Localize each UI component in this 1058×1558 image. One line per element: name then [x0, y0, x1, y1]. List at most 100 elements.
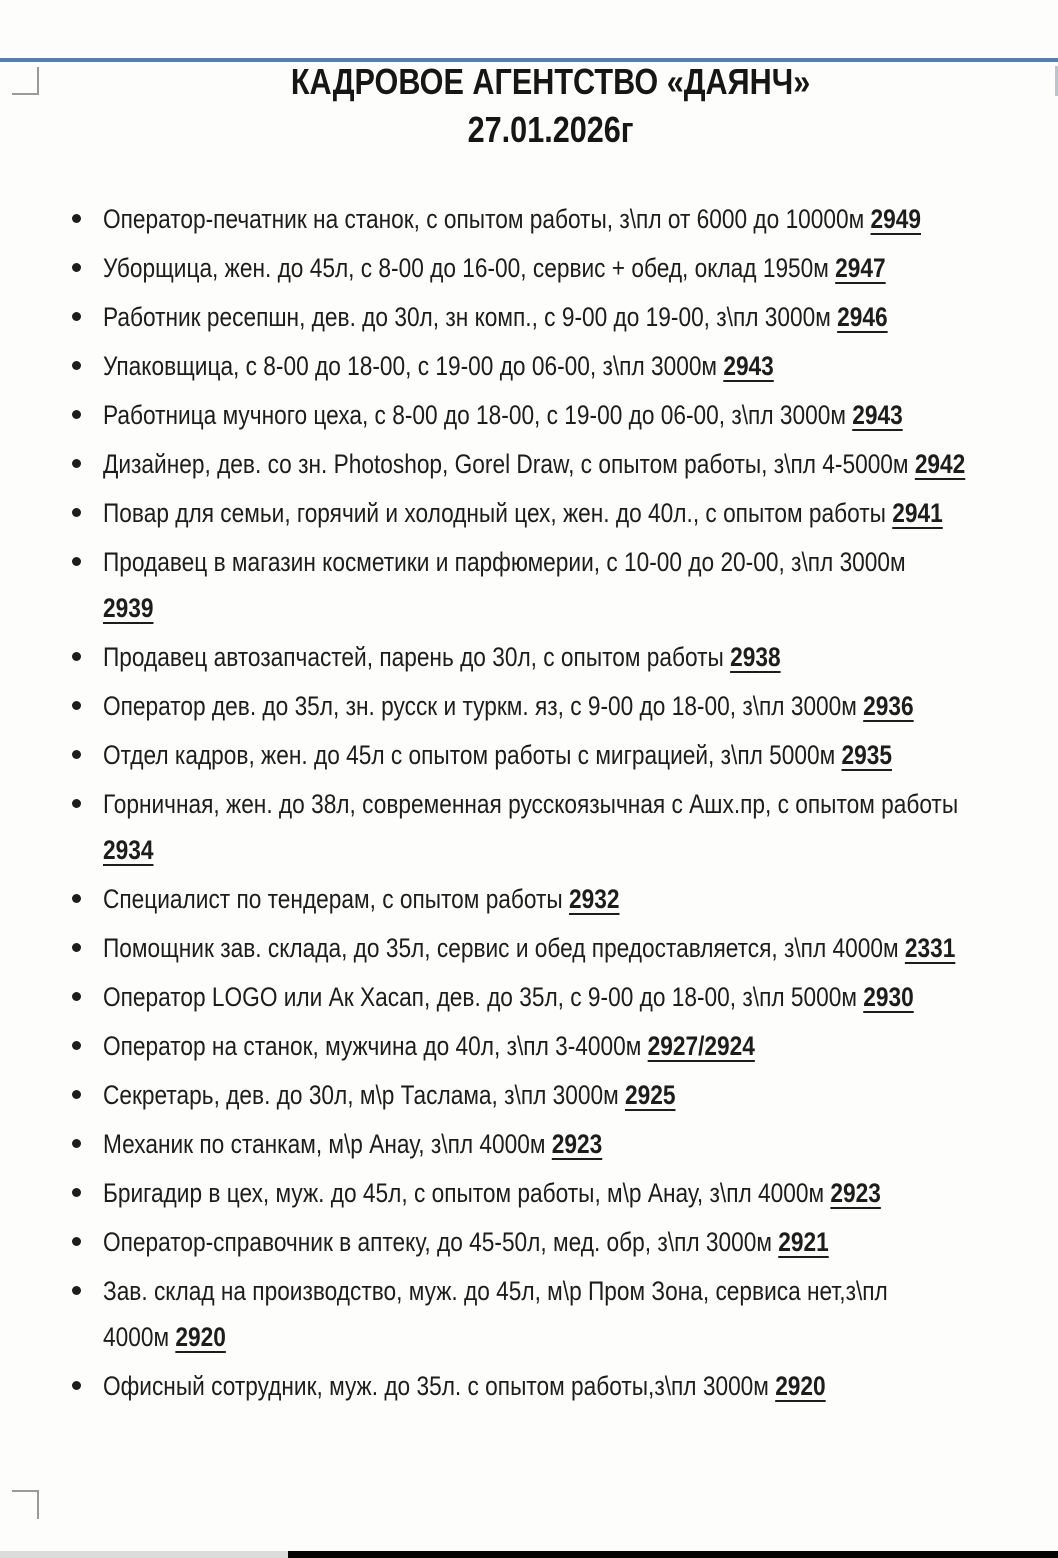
vacancy-text: Продавец в магазин косметики и парфюмери…: [103, 547, 906, 577]
vacancy-text: Уборщица, жен. до 45л, с 8-00 до 16-00, …: [103, 253, 836, 283]
list-item: Оператор дев. до 35л, зн. русск и туркм.…: [72, 683, 1058, 729]
vacancy-line: Упаковщица, с 8-00 до 18-00, с 19-00 до …: [103, 343, 905, 389]
list-item: Горничная, жен. до 38л, современная русс…: [72, 781, 1058, 873]
vacancy-text: Офисный сотрудник, муж. до 35л. с опытом…: [103, 1371, 776, 1401]
bottom-bar-left-segment: [0, 1551, 288, 1558]
bullet-icon: [72, 701, 81, 710]
vacancy-text: Продавец автозапчастей, парень до 30л, с…: [103, 642, 731, 672]
list-item: Офисный сотрудник, муж. до 35л. с опытом…: [72, 1363, 1058, 1409]
vacancy-code: 2923: [551, 1129, 603, 1159]
vacancy-line: 2934: [103, 827, 905, 873]
vacancy-line: 4000м 2920: [103, 1314, 905, 1360]
vacancy-text: Работник ресепшн, дев. до 30л, зн комп.,…: [103, 302, 838, 332]
vacancy-line: Отдел кадров, жен. до 45л с опытом работ…: [103, 732, 905, 778]
list-item: Оператор-справочник в аптеку, до 45-50л,…: [72, 1219, 1058, 1265]
document-header: КАДРОВОЕ АГЕНТСТВО «ДАЯНЧ» 27.01.2026г: [0, 58, 1058, 154]
vacancy-line: Уборщица, жен. до 45л, с 8-00 до 16-00, …: [103, 245, 905, 291]
vacancy-list: Оператор-печатник на станок, с опытом ра…: [0, 196, 1058, 1409]
bullet-icon: [72, 459, 81, 468]
vacancy-code: 2938: [730, 642, 781, 672]
vacancy-line: Оператор-печатник на станок, с опытом ра…: [103, 196, 921, 242]
bullet-icon: [72, 799, 81, 808]
vacancy-line: Работник ресепшн, дев. до 30л, зн комп.,…: [103, 294, 905, 340]
vacancy-code: 2949: [870, 204, 922, 234]
vacancy-code: 2920: [175, 1322, 226, 1352]
vacancy-code: 2943: [852, 400, 903, 430]
bullet-icon: [72, 1286, 81, 1295]
vacancy-text: Дизайнер, дев. со зн. Photoshop, Gorel D…: [103, 449, 915, 479]
vacancy-code: 2920: [775, 1371, 826, 1401]
vacancy-line: Работница мучного цеха, с 8-00 до 18-00,…: [103, 392, 905, 438]
vacancy-text: Горничная, жен. до 38л, современная русс…: [103, 789, 959, 819]
vacancy-code: 2941: [892, 498, 943, 528]
list-item: Продавец в магазин косметики и парфюмери…: [72, 539, 1058, 631]
vacancy-line: Оператор LOGO или Ак Хасап, дев. до 35л,…: [103, 974, 914, 1020]
vacancy-line: Секретарь, дев. до 30л, м\р Таслама, з\п…: [103, 1072, 905, 1118]
vacancy-text: Оператор LOGO или Ак Хасап, дев. до 35л,…: [103, 982, 864, 1012]
vacancy-line: Механик по станкам, м\р Анау, з\пл 4000м…: [103, 1121, 905, 1167]
list-item: Работница мучного цеха, с 8-00 до 18-00,…: [72, 392, 1058, 438]
vacancy-line: 2939: [103, 585, 905, 631]
vacancy-code: 2946: [837, 302, 888, 332]
list-item: Повар для семьи, горячий и холодный цех,…: [72, 490, 1058, 536]
vacancy-text: Повар для семьи, горячий и холодный цех,…: [103, 498, 893, 528]
vacancy-code: 2939: [103, 593, 154, 623]
list-item: Продавец автозапчастей, парень до 30л, с…: [72, 634, 1058, 680]
list-item: Бригадир в цех, муж. до 45л, с опытом ра…: [72, 1170, 1058, 1216]
bullet-icon: [72, 894, 81, 903]
vacancy-line: Продавец автозапчастей, парень до 30л, с…: [103, 634, 905, 680]
vacancy-text: Бригадир в цех, муж. до 45л, с опытом ра…: [103, 1178, 831, 1208]
bullet-icon: [72, 508, 81, 517]
vacancy-text: Работница мучного цеха, с 8-00 до 18-00,…: [103, 400, 853, 430]
bullet-icon: [72, 943, 81, 952]
bullet-icon: [72, 1188, 81, 1197]
vacancy-code: 2930: [863, 982, 914, 1012]
text-boundary-mark-top-left-icon: [12, 67, 39, 95]
bullet-icon: [72, 1041, 81, 1050]
bullet-icon: [72, 652, 81, 661]
vacancy-text: 4000м: [103, 1322, 176, 1352]
vacancy-text: Отдел кадров, жен. до 45л с опытом работ…: [103, 740, 842, 770]
bullet-icon: [72, 1139, 81, 1148]
page-title: КАДРОВОЕ АГЕНТСТВО «ДАЯНЧ»: [291, 61, 811, 102]
bullet-icon: [72, 557, 81, 566]
vacancy-code: 2927/2924: [647, 1031, 755, 1061]
vacancy-code: 2935: [841, 740, 892, 770]
list-item: Оператор-печатник на станок, с опытом ра…: [72, 196, 1058, 242]
vacancy-text: Упаковщица, с 8-00 до 18-00, с 19-00 до …: [103, 351, 724, 381]
vacancy-text: Зав. склад на производство, муж. до 45л,…: [103, 1276, 888, 1306]
vacancy-line: Оператор-справочник в аптеку, до 45-50л,…: [103, 1219, 905, 1265]
text-boundary-mark-bottom-left-icon: [12, 1490, 39, 1519]
vacancy-code: 2925: [624, 1080, 676, 1110]
vacancy-line: Дизайнер, дев. со зн. Photoshop, Gorel D…: [103, 441, 965, 487]
bullet-icon: [72, 263, 81, 272]
list-item: Отдел кадров, жен. до 45л с опытом работ…: [72, 732, 1058, 778]
bottom-bar-right-segment: [288, 1551, 1058, 1558]
vacancy-line: Помощник зав. склада, до 35л, сервис и о…: [103, 925, 955, 971]
vacancy-line: Зав. склад на производство, муж. до 45л,…: [103, 1268, 905, 1314]
bullet-icon: [72, 992, 81, 1001]
vacancy-line: Горничная, жен. до 38л, современная русс…: [103, 781, 958, 827]
list-item: Механик по станкам, м\р Анау, з\пл 4000м…: [72, 1121, 1058, 1167]
bullet-icon: [72, 361, 81, 370]
list-item: Специалист по тендерам, с опытом работы …: [72, 876, 1058, 922]
vacancy-code: 2331: [904, 933, 956, 963]
bullet-icon: [72, 312, 81, 321]
page-date: 27.01.2026г: [468, 109, 634, 150]
vacancy-text: Оператор на станок, мужчина до 40л, з\пл…: [103, 1031, 648, 1061]
vacancy-code: 2932: [569, 884, 620, 914]
vacancy-line: Офисный сотрудник, муж. до 35л. с опытом…: [103, 1363, 905, 1409]
vacancy-text: Оператор-справочник в аптеку, до 45-50л,…: [103, 1227, 779, 1257]
list-item: Работник ресепшн, дев. до 30л, зн комп.,…: [72, 294, 1058, 340]
vacancy-line: Оператор на станок, мужчина до 40л, з\пл…: [103, 1023, 905, 1069]
vacancy-text: Оператор-печатник на станок, с опытом ра…: [103, 204, 871, 234]
vacancy-line: Продавец в магазин косметики и парфюмери…: [103, 539, 906, 585]
bottom-bar: [0, 1551, 1058, 1558]
document-page: { "page": { "title": "КАДРОВОЕ АГЕНТСТВО…: [0, 58, 1058, 1558]
vacancy-text: Механик по станкам, м\р Анау, з\пл 4000м: [103, 1129, 552, 1159]
list-item: Помощник зав. склада, до 35л, сервис и о…: [72, 925, 1058, 971]
vacancy-text: Секретарь, дев. до 30л, м\р Таслама, з\п…: [103, 1080, 625, 1110]
bullet-icon: [72, 1381, 81, 1390]
vacancy-code: 2921: [778, 1227, 829, 1257]
scrollbar-thumb[interactable]: [1055, 66, 1058, 96]
